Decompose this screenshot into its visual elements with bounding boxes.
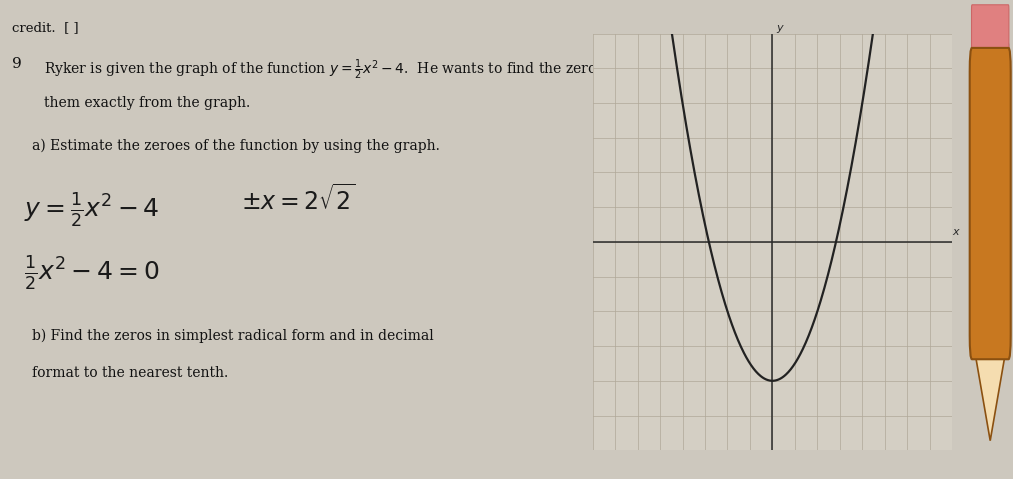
Text: $\frac{1}{2}x^2 - 4 = 0$: $\frac{1}{2}x^2 - 4 = 0$ — [23, 254, 159, 292]
Text: y: y — [776, 23, 782, 34]
Text: 9: 9 — [12, 57, 21, 71]
FancyBboxPatch shape — [969, 48, 1011, 359]
Text: credit.  [ ]: credit. [ ] — [12, 22, 78, 34]
Polygon shape — [972, 335, 1009, 441]
Text: Ryker is given the graph of the function $y = \frac{1}{2}x^2 - 4$.  He wants to : Ryker is given the graph of the function… — [45, 57, 867, 82]
Text: them exactly from the graph.: them exactly from the graph. — [45, 96, 250, 110]
Text: b) Find the zeros in simplest radical form and in decimal: b) Find the zeros in simplest radical fo… — [32, 328, 434, 342]
Text: $y = \frac{1}{2}x^2 - 4$: $y = \frac{1}{2}x^2 - 4$ — [23, 192, 159, 229]
Text: a) Estimate the zeroes of the function by using the graph.: a) Estimate the zeroes of the function b… — [32, 139, 441, 153]
FancyBboxPatch shape — [971, 43, 1009, 81]
Text: x: x — [952, 227, 959, 237]
FancyBboxPatch shape — [971, 5, 1009, 53]
Text: $\pm x = 2\sqrt{2}$: $\pm x = 2\sqrt{2}$ — [241, 184, 356, 215]
Text: format to the nearest tenth.: format to the nearest tenth. — [32, 366, 229, 380]
